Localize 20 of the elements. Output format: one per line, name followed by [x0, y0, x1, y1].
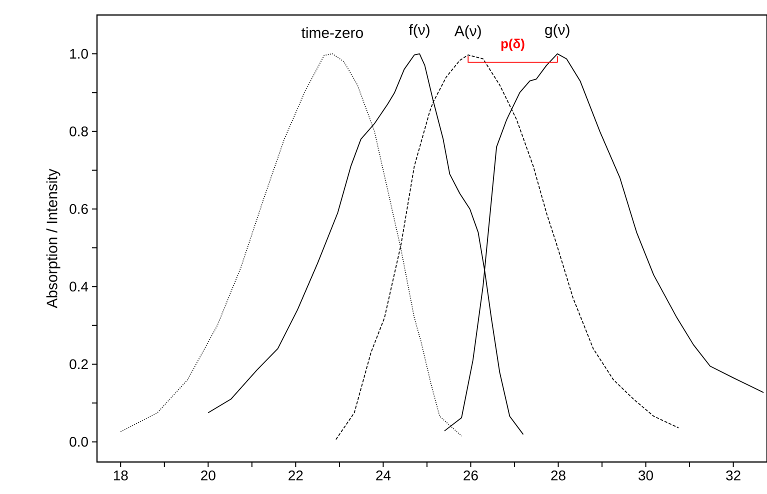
x-tick-label: 22 — [288, 470, 303, 480]
x-tick-label: 28 — [551, 470, 566, 480]
y-axis-title: Absorption / Intensity — [46, 168, 60, 308]
y-tick-label: 0.0 — [70, 436, 88, 447]
y-tick-label: 1.0 — [70, 48, 88, 59]
y-tick-label: 0.2 — [70, 359, 88, 370]
y-tick-label: 0.8 — [70, 126, 88, 136]
series-label: A(ν) — [454, 25, 481, 40]
series-label: g(ν) — [545, 24, 570, 38]
x-tick-label: 26 — [464, 470, 478, 480]
x-tick-label: 24 — [376, 470, 391, 480]
series-label: p(δ) — [501, 38, 524, 51]
series-label: time-zero — [302, 27, 363, 38]
x-tick-label: 30 — [638, 470, 653, 480]
y-tick-label: 0.6 — [70, 204, 88, 214]
x-tick-label: 20 — [201, 470, 216, 480]
x-tick-label: 32 — [726, 470, 740, 480]
y-tick-label: 0.4 — [70, 282, 88, 292]
series-label: f(ν) — [408, 24, 430, 38]
x-tick-label: 18 — [114, 470, 128, 480]
